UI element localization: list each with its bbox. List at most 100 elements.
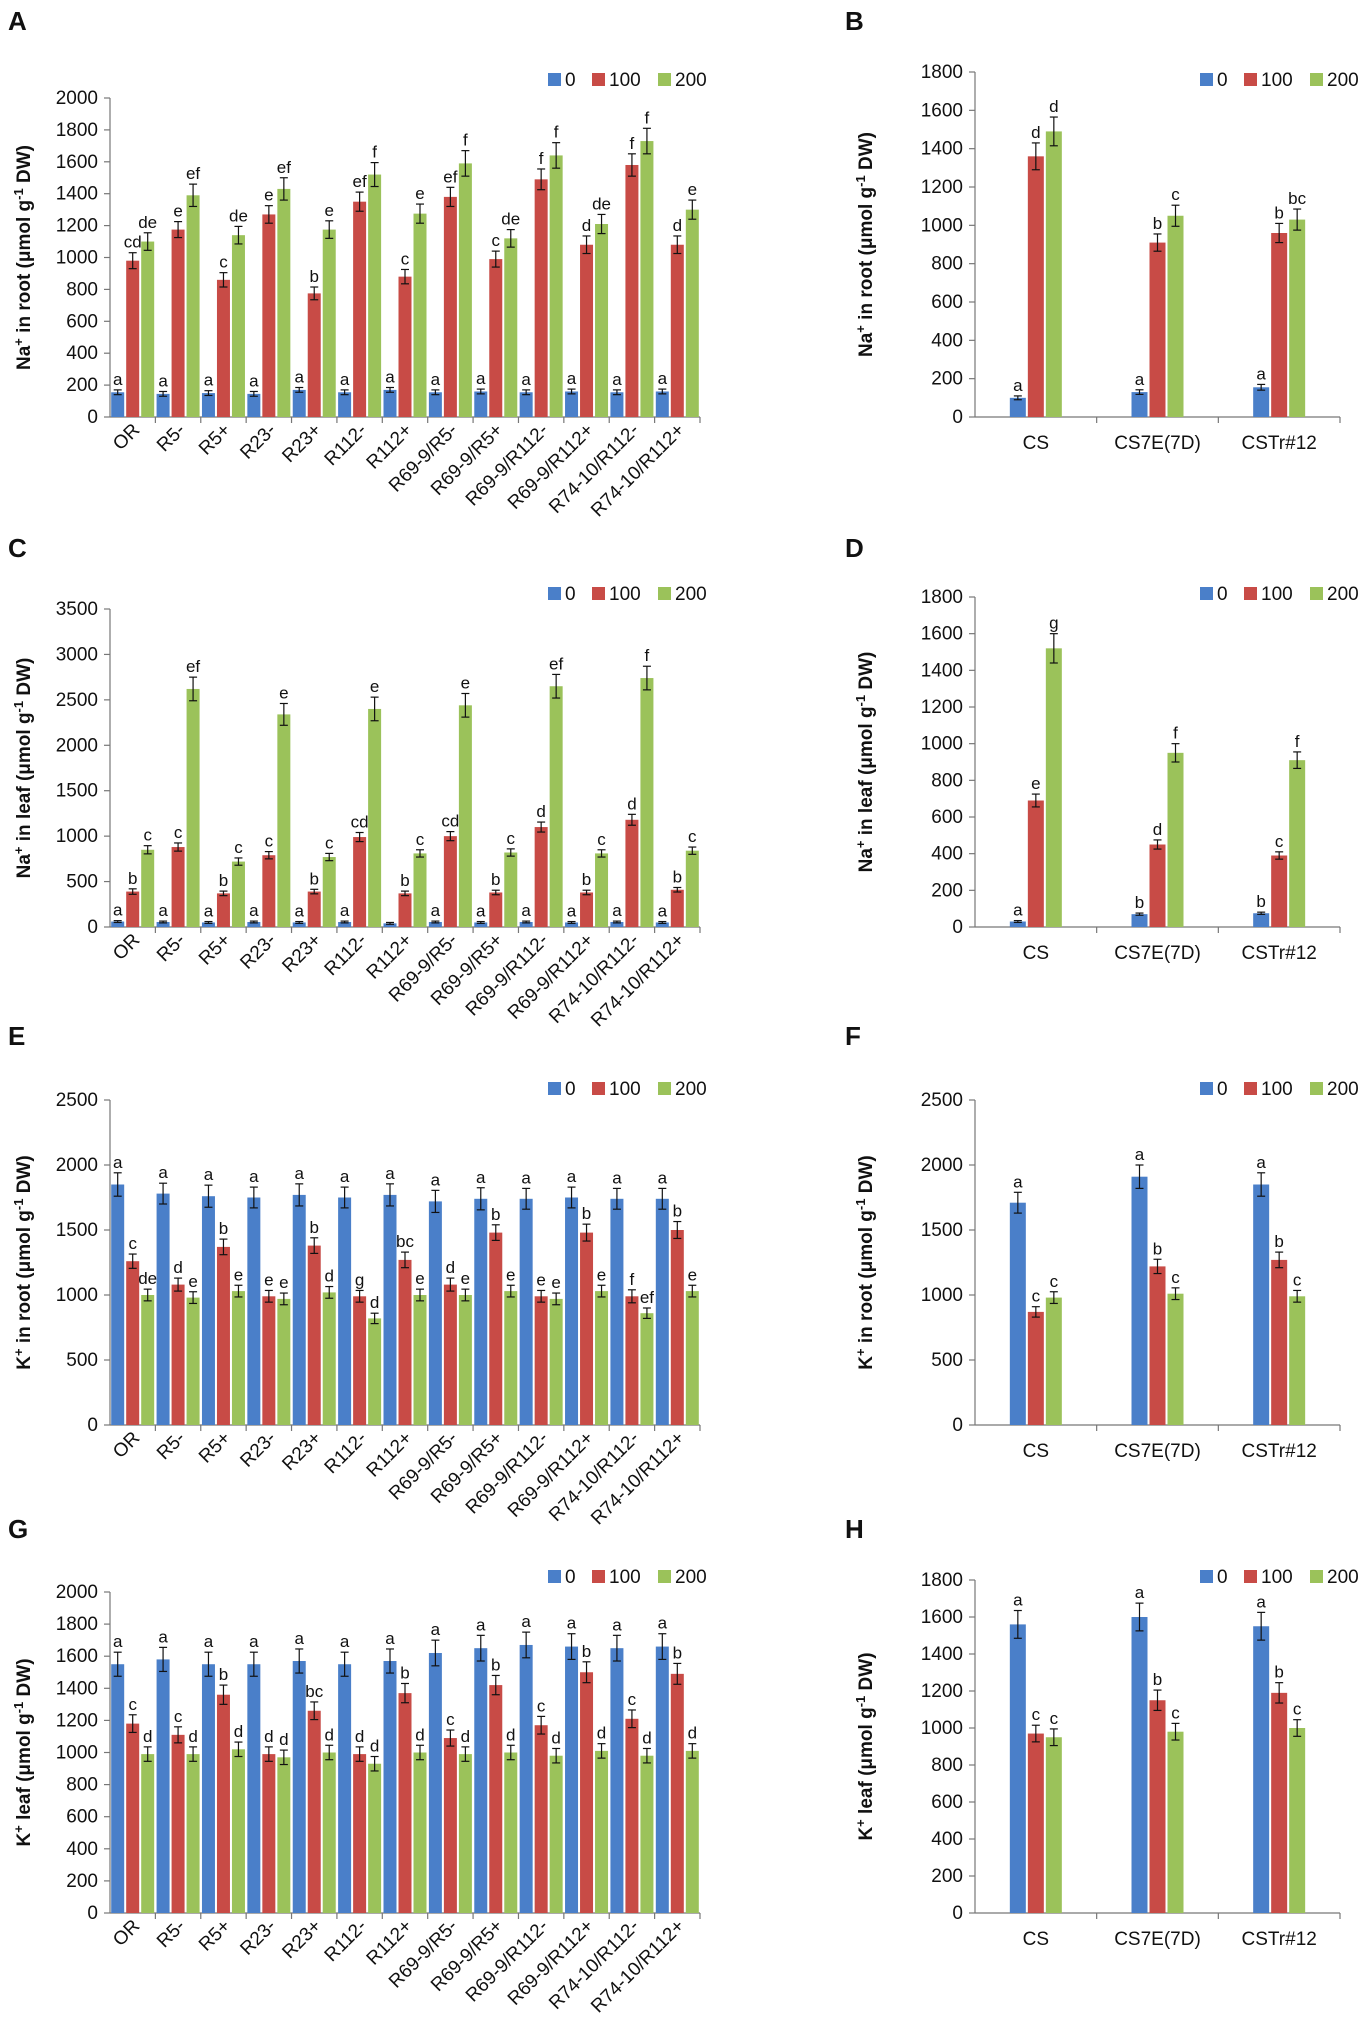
significance-label: c [507, 829, 516, 848]
bar-100 [670, 1230, 684, 1425]
y-tick-label: 1600 [921, 1607, 963, 1628]
x-tick-label: CSTr#12 [1242, 1929, 1317, 1950]
significance-label: f [372, 143, 377, 162]
panel-letter: B [845, 6, 864, 36]
significance-label: b [491, 1655, 500, 1674]
x-tick-label: R5- [153, 1428, 190, 1465]
significance-label: e [1031, 774, 1040, 793]
bar-100 [625, 1718, 639, 1913]
legend-label: 0 [1217, 1567, 1228, 1588]
bar-100 [1027, 800, 1044, 927]
legend-swatch-0 [548, 73, 561, 86]
x-tick-label: CS7E(7D) [1114, 943, 1201, 964]
bar-100 [126, 891, 140, 927]
legend-swatch-100 [592, 1570, 605, 1583]
y-tick-label: 200 [66, 375, 98, 396]
bar-200 [368, 174, 382, 417]
significance-label: e [688, 180, 697, 199]
significance-label: a [431, 1170, 441, 1189]
bar-100 [262, 855, 276, 927]
y-tick-label: 1500 [56, 781, 98, 802]
bar-0 [111, 392, 125, 417]
y-tick-label: 1400 [921, 660, 963, 681]
significance-label: b [1274, 1232, 1283, 1251]
significance-label: a [158, 1627, 168, 1646]
significance-label: a [521, 901, 531, 920]
x-tick-label: R23- [236, 420, 280, 464]
bar-200 [1045, 1297, 1062, 1425]
bar-0 [1131, 392, 1148, 417]
bar-0 [474, 1648, 488, 1913]
bar-100 [670, 1673, 684, 1913]
significance-label: c [1050, 1272, 1059, 1291]
bar-200 [322, 1752, 336, 1913]
significance-label: a [476, 902, 486, 921]
bar-100 [216, 1694, 230, 1913]
bar-200 [595, 1291, 609, 1425]
significance-label: de [501, 210, 520, 229]
significance-label: a [1256, 364, 1266, 383]
bar-100 [126, 1723, 140, 1913]
bar-100 [489, 1232, 503, 1425]
bar-200 [458, 1295, 472, 1425]
bar-200 [504, 238, 518, 417]
bar-100 [353, 837, 367, 927]
bar-100 [670, 244, 684, 417]
significance-label: c [1171, 1703, 1180, 1722]
legend-label: 200 [1327, 1567, 1358, 1588]
significance-label: a [658, 1168, 668, 1187]
significance-label: c [1275, 832, 1284, 851]
significance-label: f [1173, 724, 1178, 743]
x-tick-label: R23- [236, 930, 280, 974]
significance-label: b [1274, 203, 1283, 222]
significance-label: a [431, 901, 441, 920]
bar-200 [277, 714, 291, 927]
bar-100 [625, 819, 639, 927]
bar-200 [322, 857, 336, 927]
significance-label: a [658, 369, 668, 388]
bar-100 [262, 1296, 276, 1425]
legend-swatch-100 [1244, 73, 1257, 86]
panel-letter: E [8, 1021, 25, 1051]
legend-swatch-200 [658, 587, 671, 600]
bar-0 [201, 922, 215, 927]
significance-label: e [461, 1269, 470, 1288]
significance-label: de [592, 194, 611, 213]
bar-0 [428, 922, 442, 927]
significance-label: c [1293, 1700, 1302, 1719]
significance-label: a [476, 369, 486, 388]
bar-0 [247, 1664, 261, 1913]
significance-label: a [612, 901, 622, 920]
x-tick-label: OR [109, 1428, 144, 1463]
bar-0 [156, 1193, 170, 1425]
legend-swatch-100 [1244, 1082, 1257, 1095]
significance-label: a [521, 1612, 531, 1631]
bar-0 [1009, 397, 1026, 417]
legend-swatch-0 [548, 1570, 561, 1583]
y-tick-label: 600 [931, 1792, 963, 1813]
significance-label: b [673, 867, 682, 886]
y-tick-label: 1800 [921, 62, 963, 83]
x-tick-label: R23- [236, 1428, 280, 1472]
legend-label: 0 [565, 1079, 576, 1100]
bar-200 [595, 224, 609, 417]
significance-label: a [249, 901, 259, 920]
bar-0 [565, 922, 579, 927]
significance-label: a [1256, 1153, 1266, 1172]
significance-label: d [551, 1728, 560, 1747]
bar-200 [368, 1763, 382, 1913]
bar-200 [141, 1754, 155, 1913]
bar-0 [156, 393, 170, 417]
significance-label: e [688, 1265, 697, 1284]
bar-0 [1131, 914, 1148, 927]
bar-100 [1149, 1266, 1166, 1425]
significance-label: bc [1288, 189, 1306, 208]
bar-0 [519, 1198, 533, 1425]
significance-label: e [506, 1265, 515, 1284]
bar-0 [474, 391, 488, 417]
bar-0 [338, 922, 352, 927]
significance-label: d [506, 1725, 515, 1744]
y-tick-label: 500 [66, 872, 98, 893]
